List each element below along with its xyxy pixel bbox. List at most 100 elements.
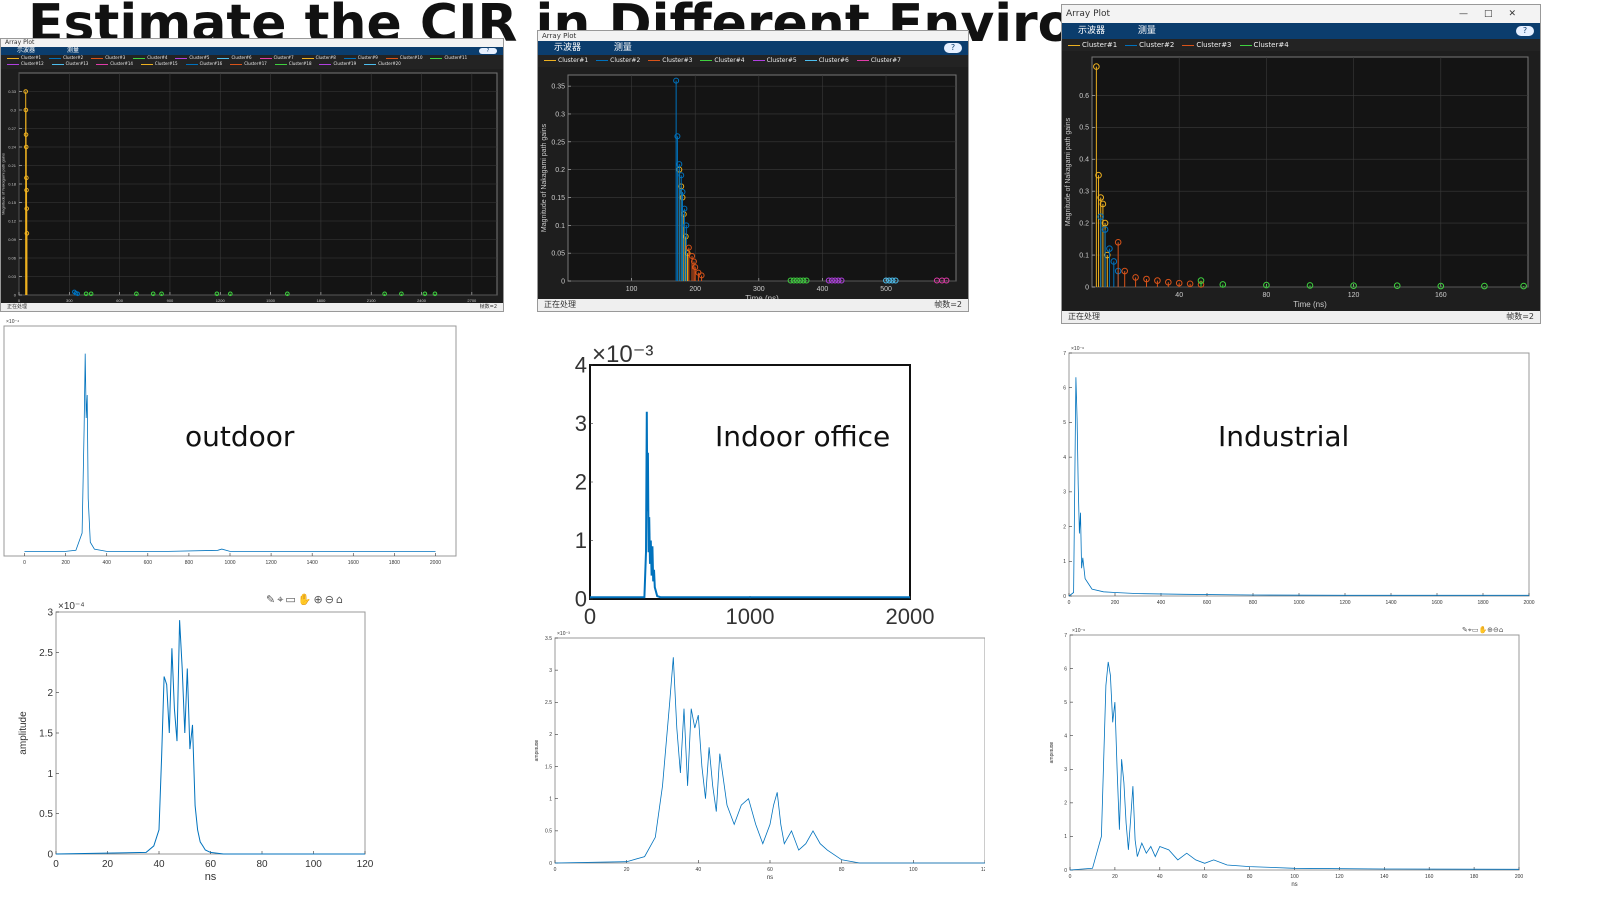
legend-item[interactable]: Cluster#5 xyxy=(175,55,209,61)
legend-item[interactable]: Cluster#6 xyxy=(217,55,252,61)
stem-marker xyxy=(692,264,699,271)
x-tick-label: 200 xyxy=(1515,874,1524,880)
series-line xyxy=(554,657,985,864)
legend-item[interactable]: Cluster#3 xyxy=(91,55,125,61)
chart-indoor-cir-zoom: 0 20 40 60 80 100 120 0 0.5 1 1.5 2 2.5 3 3.5 ns amplitu… xyxy=(535,631,985,881)
legend-item[interactable]: Cluster#16 xyxy=(185,61,222,67)
legend-item[interactable]: Cluster#6 xyxy=(804,55,849,67)
help-button[interactable]: ? xyxy=(1516,26,1534,36)
plot-area xyxy=(554,637,985,864)
menu-measure[interactable]: 测量 xyxy=(613,43,632,53)
pan-icon[interactable]: ✋ xyxy=(1478,626,1488,634)
legend-item[interactable]: Cluster#2 xyxy=(49,55,83,61)
legend-item[interactable]: Cluster#9 xyxy=(343,55,378,61)
stem-marker xyxy=(382,291,387,297)
legend-item[interactable]: Cluster#1 xyxy=(7,55,41,61)
datatip-icon[interactable]: ⌖ xyxy=(1467,626,1472,634)
y-tick-label: 0 xyxy=(575,587,587,612)
window-controls-icon[interactable]: —□✕ xyxy=(1458,9,1532,19)
zoom-out-icon[interactable]: ⊖ xyxy=(324,593,336,606)
figure-toolbar[interactable]: ✎⌖▭✋⊕⊖⌂ xyxy=(1462,626,1503,635)
legend-item[interactable]: Cluster#4 xyxy=(133,55,167,61)
legend-item[interactable]: Cluster#4 xyxy=(700,55,745,67)
y-tick-label: 4 xyxy=(1064,733,1067,739)
menu-measure[interactable]: 测量 xyxy=(66,47,79,54)
restore-icon[interactable]: ▭ xyxy=(285,593,298,606)
x-tick-label: 1600 xyxy=(348,560,359,566)
y-tick-label: 0.06 xyxy=(8,255,17,260)
y-tick-label: 3 xyxy=(47,608,53,619)
y-tick-label: 0.15 xyxy=(551,195,565,202)
stem-marker xyxy=(1143,275,1150,283)
zoom-out-icon[interactable]: ⊖ xyxy=(1493,626,1499,634)
legend-item[interactable]: Cluster#18 xyxy=(274,61,311,67)
legend-item[interactable]: Cluster#2 xyxy=(596,55,640,67)
y-tick-label: 0.09 xyxy=(8,237,17,242)
chart-outdoor-array: 0 300 600 900 1200 1500 1800 2100 2400 2700 0 0.03 0… xyxy=(1,69,501,309)
legend-item[interactable]: Cluster#15 xyxy=(140,61,178,67)
y-tick-label: 0 xyxy=(1064,868,1067,874)
menu-scope[interactable]: 示波器 xyxy=(17,47,36,54)
stem-marker xyxy=(1097,194,1105,201)
legend-item[interactable]: Cluster#7 xyxy=(259,55,294,61)
pan-icon[interactable]: ✋ xyxy=(297,593,314,606)
legend-label: Cluster#1 xyxy=(21,55,42,60)
legend-item[interactable]: Cluster#14 xyxy=(96,61,133,67)
zoom-in-icon[interactable]: ⊕ xyxy=(1487,626,1494,634)
y-tick-label: 0.25 xyxy=(551,139,565,146)
y-tick-label: 5 xyxy=(1063,420,1066,426)
menu-scope[interactable]: 示波器 xyxy=(554,43,582,53)
legend-item[interactable]: Cluster#8 xyxy=(301,55,336,61)
legend-item[interactable]: Cluster#7 xyxy=(856,55,901,67)
legend-item[interactable]: Cluster#1 xyxy=(1068,39,1117,51)
stem-marker xyxy=(1110,258,1118,265)
y-axis-label: amplitude xyxy=(18,711,29,755)
menu-scope[interactable]: 示波器 xyxy=(1078,26,1106,36)
legend-item[interactable]: Cluster#11 xyxy=(430,55,467,61)
brush-icon[interactable]: ✎ xyxy=(266,593,278,606)
zoom-in-icon[interactable]: ⊕ xyxy=(313,593,325,606)
legend-item[interactable]: Cluster#13 xyxy=(51,61,88,67)
x-tick-label: 120 xyxy=(981,867,985,873)
legend-item[interactable]: Cluster#10 xyxy=(385,55,422,61)
legend-item[interactable]: Cluster#17 xyxy=(230,61,267,67)
y-tick-label: 0.5 xyxy=(545,829,552,835)
legend-item[interactable]: Cluster#20 xyxy=(364,61,401,67)
datatip-icon[interactable]: ⌖ xyxy=(277,593,286,606)
y-tick-label: 4 xyxy=(1063,455,1066,461)
home-icon[interactable]: ⌂ xyxy=(335,593,345,606)
stem-marker xyxy=(1481,282,1488,290)
legend-item[interactable]: Cluster#5 xyxy=(752,55,797,67)
chart-industrial-array: 40 80 120 160 0 0.1 0.2 0.3 0.4 0.5 0.6 Time (ns) Ma… xyxy=(1062,51,1538,311)
y-tick-label: 6 xyxy=(1064,666,1067,672)
legend-item[interactable]: Cluster#3 xyxy=(648,55,692,67)
legend-item[interactable]: Cluster#4 xyxy=(1239,39,1289,51)
stem-marker xyxy=(1165,278,1172,286)
legend-item[interactable]: Cluster#12 xyxy=(7,61,44,67)
home-icon[interactable]: ⌂ xyxy=(1498,626,1504,634)
legend-item[interactable]: Cluster#1 xyxy=(544,55,588,67)
label-industrial: Industrial xyxy=(1218,420,1350,453)
figure-toolbar[interactable]: ✎⌖▭✋⊕⊖⌂ xyxy=(266,593,345,607)
legend-item[interactable]: Cluster#2 xyxy=(1125,39,1174,51)
x-tick-label: 40 xyxy=(153,859,165,870)
help-button[interactable]: ? xyxy=(479,48,497,54)
y-tick-label: 0.5 xyxy=(39,809,53,820)
legend-label: Cluster#17 xyxy=(244,61,267,66)
legend-item[interactable]: Cluster#19 xyxy=(319,61,356,67)
legend-item[interactable]: Cluster#3 xyxy=(1182,39,1232,51)
legend-label: Cluster#1 xyxy=(1082,41,1118,49)
x-axis-label: Time (ns) xyxy=(745,294,779,299)
axis-scale-label: ×10⁻⁴ xyxy=(58,601,85,612)
stem-marker xyxy=(432,291,438,297)
help-button[interactable]: ? xyxy=(944,43,962,53)
legend-swatch xyxy=(596,60,609,61)
x-tick-label: 200 xyxy=(1111,600,1120,606)
restore-icon[interactable]: ▭ xyxy=(1471,626,1479,634)
y-tick-label: 2 xyxy=(575,470,587,495)
brush-icon[interactable]: ✎ xyxy=(1462,626,1468,634)
label-outdoor: outdoor xyxy=(185,420,295,453)
x-tick-label: 400 xyxy=(817,286,829,293)
stem-marker xyxy=(797,277,804,284)
menu-measure[interactable]: 测量 xyxy=(1137,26,1156,36)
